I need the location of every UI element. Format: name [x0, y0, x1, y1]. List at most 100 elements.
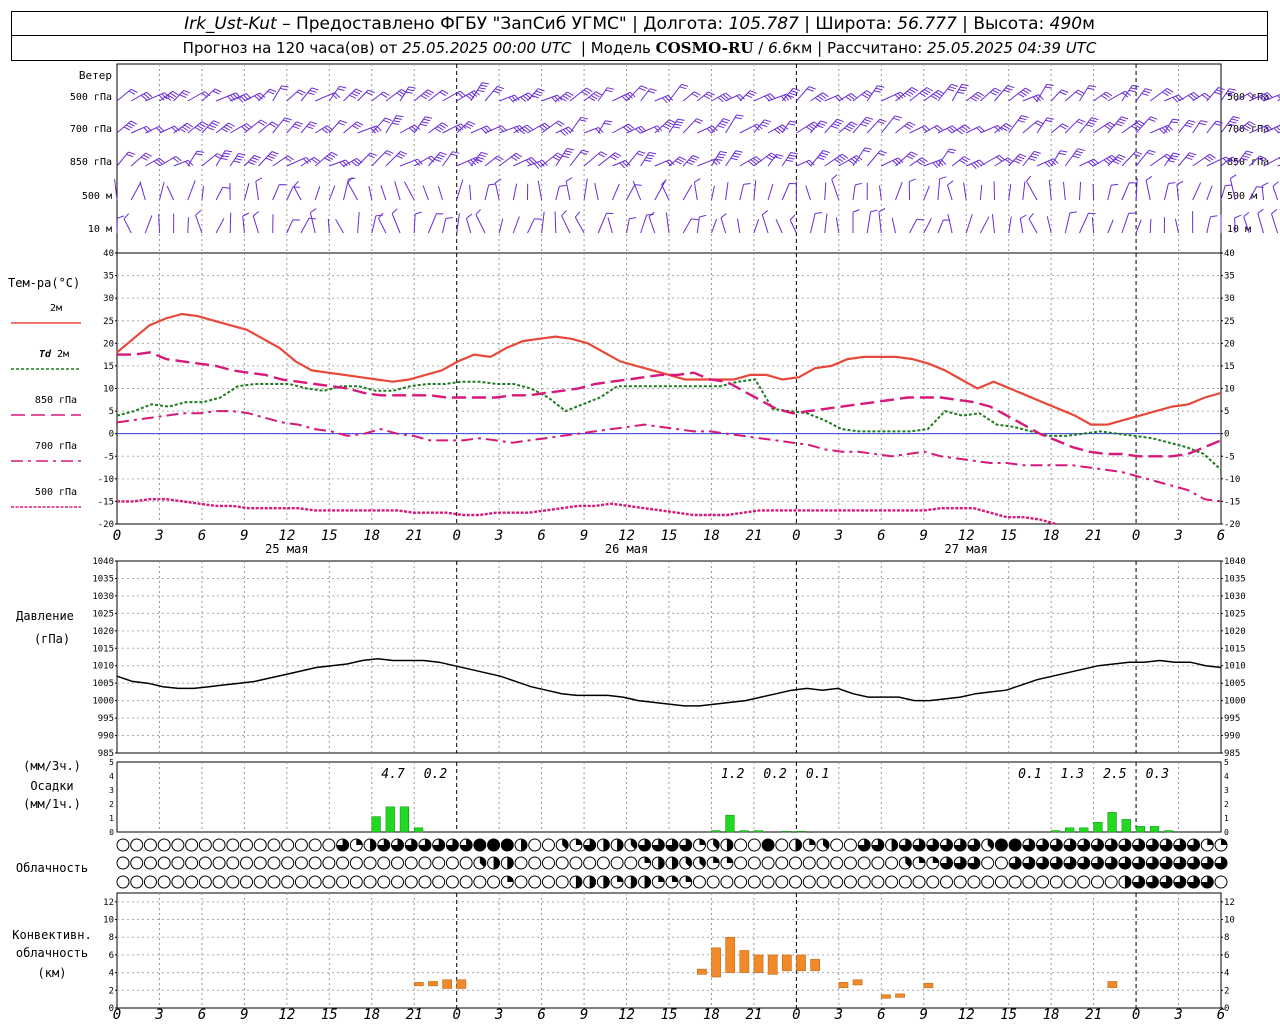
- cloud-fill: [1022, 857, 1035, 870]
- cloud-symbol: [432, 838, 446, 852]
- cloud-symbol: [391, 856, 404, 870]
- y-tick-label-right: 15: [1224, 362, 1235, 372]
- y-tick-label-right: 1000: [1224, 697, 1246, 707]
- x-tick-label: 6: [537, 528, 545, 544]
- cloud-fill: [954, 857, 967, 870]
- cloud-symbol: [871, 875, 885, 889]
- wind-barb: [371, 150, 394, 167]
- cloud-fill: [652, 839, 665, 852]
- wind-barb: [923, 124, 943, 134]
- wind-barb: [456, 120, 476, 134]
- cloud-symbol: [445, 838, 459, 852]
- wind-barb: [456, 179, 464, 201]
- wind-barb: [300, 121, 318, 134]
- wind-barb: [908, 178, 916, 201]
- cloud-fill: [1064, 839, 1077, 852]
- cloud-fill: [679, 839, 692, 852]
- cloud-fill: [871, 839, 884, 852]
- cloud-circle: [541, 875, 555, 889]
- wind-barb: [258, 151, 279, 167]
- cloud-symbol: [212, 856, 226, 870]
- cloud-symbol: [1159, 875, 1173, 889]
- wind-barb: [668, 83, 689, 102]
- cloud-symbol: [308, 856, 322, 870]
- cloud-circle: [555, 875, 569, 889]
- y-tick-label-left: 0: [109, 430, 114, 440]
- cloud-symbol: [253, 856, 267, 870]
- wind-barb: [173, 159, 194, 167]
- wind-barb: [258, 121, 279, 134]
- cloud-circle: [1008, 875, 1022, 889]
- wind-barb: [1192, 182, 1202, 201]
- wind-barb: [541, 120, 565, 134]
- cloud-symbol: [473, 838, 487, 852]
- wind-barb: [824, 182, 827, 201]
- cloud-symbol: [418, 838, 432, 852]
- cloud-circle: [816, 856, 830, 870]
- x-tick-label: 9: [580, 1007, 588, 1023]
- latitude-value: 56.777: [897, 13, 957, 34]
- wind-barb: [838, 121, 858, 134]
- cloud-symbol: [1008, 838, 1022, 852]
- longitude-label: Долгота:: [643, 13, 724, 34]
- wind-barb: [1019, 214, 1027, 234]
- cloud-symbol: [596, 838, 610, 852]
- cloud-symbol: [130, 838, 144, 852]
- cloud-symbol: [281, 856, 295, 870]
- cloud-symbol: [1090, 856, 1104, 870]
- y-tick-label-right: 30: [1224, 294, 1235, 304]
- wind-barb: [1050, 123, 1069, 134]
- cloud-symbol: [981, 856, 995, 870]
- convective-bar: [781, 954, 792, 972]
- cloud-fill: [1160, 839, 1173, 852]
- cloud-symbol: [377, 856, 391, 870]
- cloud-symbol: [1104, 856, 1118, 870]
- cloud-circle: [720, 875, 734, 889]
- wind-barb: [1008, 87, 1032, 102]
- wind-barb: [597, 120, 613, 134]
- cloud-symbol: [775, 838, 789, 852]
- cloud-symbol: [679, 875, 693, 889]
- cloud-symbol: [432, 856, 446, 870]
- wind-barb: [810, 92, 829, 103]
- wind-barb: [335, 219, 344, 234]
- y-tick-label-left: 30: [103, 294, 114, 304]
- cloud-fill: [699, 839, 706, 845]
- cloud-fill: [858, 839, 871, 852]
- cloud-fill: [1187, 839, 1200, 852]
- cloud-fill: [1091, 839, 1104, 852]
- precip-bar: [711, 830, 721, 833]
- x-tick-label: 12: [278, 1007, 295, 1023]
- cloud-fill: [795, 839, 802, 852]
- cloud-circle: [775, 856, 789, 870]
- cloud-symbol: [185, 875, 199, 889]
- wind-barb: [413, 116, 433, 134]
- wind-barb: [1257, 208, 1264, 234]
- wind-barb: [951, 124, 971, 135]
- cloud-symbol: [514, 875, 528, 889]
- precip-y-tick-right: 2: [1224, 800, 1229, 809]
- wind-barb: [1050, 150, 1068, 167]
- cloud-symbol: [226, 875, 240, 889]
- precip-bar: [413, 827, 424, 833]
- wind-barb: [201, 88, 222, 102]
- cloud-circle: [157, 838, 171, 852]
- cloud-symbol: [500, 875, 514, 889]
- cloud-symbol: [404, 838, 418, 852]
- y-tick-label-right: 1030: [1224, 592, 1246, 602]
- wind-barb: [835, 217, 840, 234]
- cloud-circle: [198, 838, 212, 852]
- pressure-title: Давление: [16, 609, 74, 623]
- cloud-fill: [1215, 857, 1227, 869]
- cloud-symbol: [459, 856, 473, 870]
- y-tick-label-right: 10: [1224, 916, 1235, 926]
- cloud-fill: [1077, 839, 1090, 852]
- cloud-fill: [507, 857, 514, 869]
- wind-level-label-right: 850 гПа: [1227, 157, 1269, 168]
- y-tick-label-right: 8: [1224, 933, 1229, 943]
- cloud-symbol: [528, 838, 542, 852]
- cloud-symbol: [775, 875, 789, 889]
- temperature-title: Тем-ра(°С): [8, 276, 80, 290]
- cloud-circle: [994, 838, 1008, 852]
- cloud-fill: [1160, 876, 1173, 888]
